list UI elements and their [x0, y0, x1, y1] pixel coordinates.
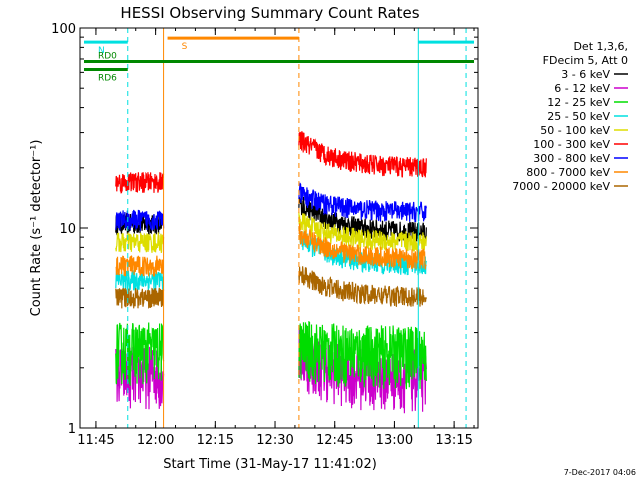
series-7-segment-0: [115, 255, 164, 277]
annotation-label-3: RD6: [98, 74, 117, 84]
data-layer: [115, 131, 427, 414]
series-2-segment-0: [115, 322, 165, 386]
legend-label-5: 100 - 300 keV: [533, 138, 610, 151]
x-tick-label-6: 13:15: [435, 433, 472, 448]
legend-label-7: 800 - 7000 keV: [526, 166, 610, 179]
x-tick-label-5: 13:00: [376, 433, 413, 448]
legend-label-8: 7000 - 20000 keV: [512, 180, 610, 193]
x-tick-label-2: 12:15: [197, 433, 234, 448]
series-5-segment-1: [298, 131, 427, 178]
axes: 11:45 12:00 12:15 12:30 12:45 13:00 13:15 1 10 10…: [51, 22, 479, 448]
x-tick-label-4: 12:45: [316, 433, 353, 448]
chart-title: HESSI Observing Summary Count Rates: [120, 4, 419, 22]
series-8-segment-0: [115, 287, 165, 309]
legend-header-line-1: Det 1,3,6,: [573, 40, 628, 53]
annotation-label-2: RD0: [98, 51, 117, 61]
x-tick-label-3: 12:30: [256, 433, 293, 448]
annotation-layer: N S RD0 RD6: [83, 28, 475, 428]
series-5-segment-0: [115, 171, 165, 194]
x-axis-label: Start Time (31-May-17 11:41:02): [163, 457, 377, 472]
series-7-segment-1: [298, 223, 427, 270]
legend-label-0: 3 - 6 keV: [561, 68, 610, 81]
x-tick-label-1: 12:00: [137, 433, 174, 448]
series-2-segment-1: [298, 321, 427, 390]
y-tick-label-0: 1: [68, 422, 76, 437]
y-axis-label: Count Rate (s⁻¹ detector⁻¹): [29, 140, 44, 317]
series-6-segment-0: [115, 209, 165, 231]
legend-header-line-2: FDecim 5, Att 0: [543, 54, 628, 67]
legend-label-4: 50 - 100 keV: [540, 124, 610, 137]
annotation-label-1: S: [182, 42, 188, 52]
series-4-segment-1: [298, 211, 427, 252]
annotation-label-0: N: [98, 46, 105, 56]
legend-label-2: 12 - 25 keV: [547, 96, 610, 109]
legend-label-6: 300 - 800 keV: [533, 152, 610, 165]
timestamp: 7-Dec-2017 04:06: [564, 468, 636, 477]
legend-label-3: 25 - 50 keV: [547, 110, 610, 123]
legend-label-1: 6 - 12 keV: [554, 82, 610, 95]
y-tick-label-1: 10: [59, 222, 76, 237]
x-tick-label-0: 11:45: [77, 433, 114, 448]
series-8-segment-1: [298, 266, 427, 307]
series-4-segment-0: [115, 232, 165, 254]
series-6-segment-1: [298, 182, 427, 223]
y-tick-label-2: 100: [51, 22, 76, 37]
